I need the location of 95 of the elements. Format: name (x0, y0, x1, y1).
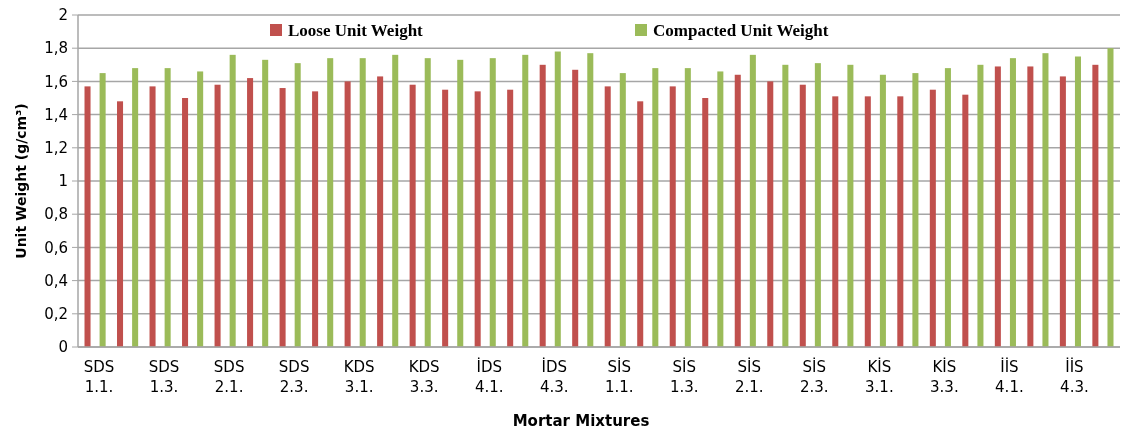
x-tick-label: SDS 1.3. (148, 358, 180, 396)
y-axis-title: Unit Weight (g/cm³) (13, 103, 29, 259)
bar (814, 63, 821, 347)
bar (767, 81, 774, 347)
x-tick-label: SDS 2.3. (278, 358, 310, 396)
bar (684, 68, 691, 347)
bar (832, 96, 839, 347)
y-tick-label: 2 (58, 6, 68, 25)
bar (734, 74, 741, 347)
bar (442, 89, 449, 347)
bar (929, 89, 936, 347)
bar (197, 71, 204, 347)
bar (717, 71, 724, 347)
bar (962, 94, 969, 347)
y-tick-label: 0,4 (44, 271, 68, 290)
bar (912, 73, 919, 347)
bar (132, 68, 139, 347)
bar (279, 88, 286, 347)
y-tick-label: 1,2 (44, 139, 68, 158)
bar (1027, 66, 1034, 347)
bar (117, 101, 124, 347)
bar (344, 81, 351, 347)
x-tick-label: SİS 1.1. (604, 357, 634, 396)
x-tick-label: SDS 2.1. (213, 358, 245, 396)
bar (1074, 56, 1081, 347)
bar (262, 59, 269, 347)
y-tick-label: 1 (58, 172, 68, 191)
y-tick-label: 1,4 (44, 105, 68, 124)
bar (99, 73, 106, 347)
y-tick-label: 1,6 (44, 72, 68, 91)
y-tick-label: 0,2 (44, 305, 68, 324)
x-tick-label: KİS 3.3. (930, 357, 959, 396)
bar (897, 96, 904, 347)
legend-label: Compacted Unit Weight (653, 20, 829, 40)
y-tick-label: 0 (58, 338, 68, 357)
bar (1009, 58, 1016, 347)
bar (312, 91, 319, 347)
bar (637, 101, 644, 347)
bar (489, 58, 496, 347)
x-tick-label: KDS 3.3. (408, 358, 440, 396)
bar (994, 66, 1001, 347)
bar (587, 53, 594, 347)
bar (84, 86, 91, 347)
bar (1042, 53, 1049, 347)
bar (229, 54, 236, 347)
bar (327, 58, 334, 347)
bar (749, 54, 756, 347)
bar (474, 91, 481, 347)
bar (294, 63, 301, 347)
y-tick-label: 0,8 (44, 205, 68, 224)
bar (409, 84, 416, 347)
bar (359, 58, 366, 347)
x-tick-label: İDS 4.1. (474, 357, 504, 396)
bar (554, 51, 561, 347)
y-tick-label: 1,8 (44, 39, 68, 58)
x-tick-label: İİS 4.1. (995, 357, 1024, 396)
bar (214, 84, 221, 347)
bar (879, 74, 886, 347)
bar (377, 76, 384, 347)
bar (847, 64, 854, 347)
bar (799, 84, 806, 347)
bar (864, 96, 871, 347)
x-tick-label: İDS 4.3. (539, 357, 569, 396)
bar (1059, 76, 1066, 347)
x-tick-label: KİS 3.1. (865, 357, 894, 396)
bar (507, 89, 514, 347)
x-tick-label: SDS 1.1. (83, 358, 115, 396)
bar (539, 64, 546, 347)
legend-label: Loose Unit Weight (288, 20, 424, 40)
bar (424, 58, 431, 347)
bar (392, 54, 399, 347)
bar (182, 98, 189, 347)
x-tick-label: SİS 2.1. (734, 357, 764, 396)
bar (604, 86, 611, 347)
x-axis-title: Mortar Mixtures (512, 412, 650, 430)
bar (782, 64, 789, 347)
bar (669, 86, 676, 347)
x-tick-label: SİS 1.3. (669, 357, 699, 396)
bar (572, 69, 579, 347)
bar (149, 86, 156, 347)
x-tick-label: KDS 3.1. (343, 358, 375, 396)
bar (247, 78, 254, 347)
y-tick-label: 0,6 (44, 238, 68, 257)
bar (457, 59, 464, 347)
bar (652, 68, 659, 347)
bar (944, 68, 951, 347)
bar (702, 98, 709, 347)
bar (977, 64, 984, 347)
x-tick-label: İİS 4.3. (1060, 357, 1089, 396)
bar (1107, 48, 1114, 347)
bar (1092, 64, 1099, 347)
bar (522, 54, 529, 347)
x-tick-label: SİS 2.3. (800, 357, 829, 396)
bar (619, 73, 626, 347)
bar (164, 68, 171, 347)
